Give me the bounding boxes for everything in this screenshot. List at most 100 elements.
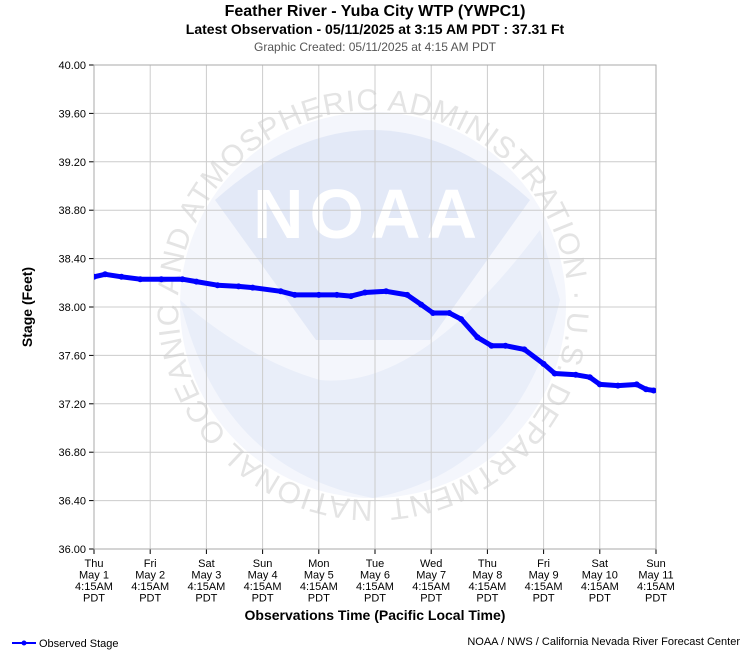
x-tick-label: Sat May 10 4:15AM PDT [581,558,619,605]
x-tick-label-line: 4:15AM [244,581,282,593]
x-tick-label: Fri May 9 4:15AM PDT [525,558,563,605]
x-tick-label-line: PDT [589,593,611,605]
x-tick-label-line: Fri [144,558,157,570]
series-point [277,288,284,295]
y-tick-label: 40.00 [58,60,86,72]
x-tick-label-line: Sun [253,558,273,570]
series-point [362,289,368,296]
x-tick-label: Sat May 3 4:15AM PDT [187,558,225,605]
series-point [383,288,390,295]
series-point [193,278,200,285]
series-point [118,273,125,280]
series-point [633,381,640,388]
x-tick-label-line: PDT [420,593,442,605]
x-tick-label-line: Fri [537,558,550,570]
x-axis-label: Observations Time (Pacific Local Time) [245,607,506,623]
x-tick-label-line: May 8 [472,570,502,582]
series-point [102,271,109,278]
x-tick-label: Fri May 2 4:15AM PDT [131,558,169,605]
noaa-emblem-bird-shape [215,130,530,340]
x-tick-label-line: PDT [364,593,386,605]
series-point [430,310,436,316]
series-point [458,316,465,323]
y-tick-label: 38.00 [58,302,86,314]
credit-text: NOAA / NWS / California Nevada River For… [467,636,740,648]
x-tick-label-line: Thu [478,558,497,570]
x-tick-label-line: PDT [252,593,274,605]
series-point [235,283,242,290]
x-tick-label: Thu May 8 4:15AM PDT [468,558,506,605]
x-tick-label-line: Wed [420,558,442,570]
series-point [249,284,256,291]
x-tick-label-line: May 7 [416,570,446,582]
x-tick-label-line: 4:15AM [581,581,619,593]
x-tick-label-line: 4:15AM [356,581,394,593]
x-tick-label-line: Tue [366,558,385,570]
x-tick-label-line: PDT [476,593,498,605]
x-tick-label-line: Sat [592,558,609,570]
series-point [418,301,425,308]
x-tick-label-line: PDT [139,593,161,605]
graphic-created-label: Graphic Created: 05/11/2025 at 4:15 AM P… [254,40,497,54]
y-axis-label: Stage (Feet) [19,267,35,347]
y-tick-label: 37.20 [58,399,86,411]
y-tick-label: 36.40 [58,496,86,508]
x-tick-label-line: 4:15AM [525,581,563,593]
chart-subtitle: Latest Observation - 05/11/2025 at 3:15 … [186,21,565,37]
y-tick-label: 39.20 [58,157,86,169]
x-tick-label-line: 4:15AM [131,581,169,593]
y-tick-label: 37.60 [58,350,86,362]
y-axis-ticks: 36.00 36.40 36.80 37.20 37.60 38.00 38.40 38.80… [58,60,94,556]
series-point [540,360,547,367]
x-tick-label: Mon May 5 4:15AM PDT [300,558,338,605]
series-point [474,334,481,341]
series-point [650,387,656,394]
series-point [551,370,558,377]
series-point [137,276,144,283]
x-tick-label: Wed May 7 4:15AM PDT [412,558,450,605]
series-point [596,381,603,388]
x-tick-label-line: May 11 [638,570,673,582]
series-point [333,291,340,298]
series-point [158,276,165,283]
series-point [502,342,509,349]
chart-title: Feather River - Yuba City WTP (YWPC1) [225,3,526,20]
x-tick-label-line: May 5 [304,570,334,582]
x-tick-label-line: May 4 [248,570,278,582]
x-tick-label-line: PDT [308,593,330,605]
x-tick-label-line: May 9 [529,570,559,582]
y-tick-label: 36.80 [58,447,86,459]
x-tick-label-line: PDT [83,593,105,605]
plot-border [93,64,657,550]
x-tick-label-line: May 2 [135,570,165,582]
series-point [291,291,298,298]
x-tick-label-line: 4:15AM [300,581,338,593]
y-tick-label: 38.80 [58,205,86,217]
y-tick-label: 38.40 [58,254,86,266]
series-point [614,382,621,389]
x-tick-label-line: PDT [533,593,555,605]
y-tick-label: 36.00 [58,544,86,556]
series-point [179,276,186,283]
noaa-logo-text: NOAA [253,175,483,253]
series-point [348,293,354,300]
x-tick-label-line: Sat [198,558,215,570]
x-tick-label-line: May 3 [191,570,221,582]
legend: Observed Stage [12,638,119,650]
x-tick-label-line: 4:15AM [468,581,506,593]
x-tick-label-line: 4:15AM [412,581,450,593]
series-point [488,342,495,349]
x-tick-label: Tue May 6 4:15AM PDT [356,558,394,605]
series-point [521,346,528,353]
x-tick-label-line: Thu [85,558,104,570]
series-point [446,310,453,316]
series-point [586,374,593,381]
x-tick-label-line: 4:15AM [187,581,225,593]
y-tick-label: 39.60 [58,108,86,120]
x-tick-label-line: Mon [308,558,329,570]
noaa-emblem-wave-shape [180,230,560,498]
x-tick-label-line: Sun [646,558,666,570]
series-point [572,371,579,378]
